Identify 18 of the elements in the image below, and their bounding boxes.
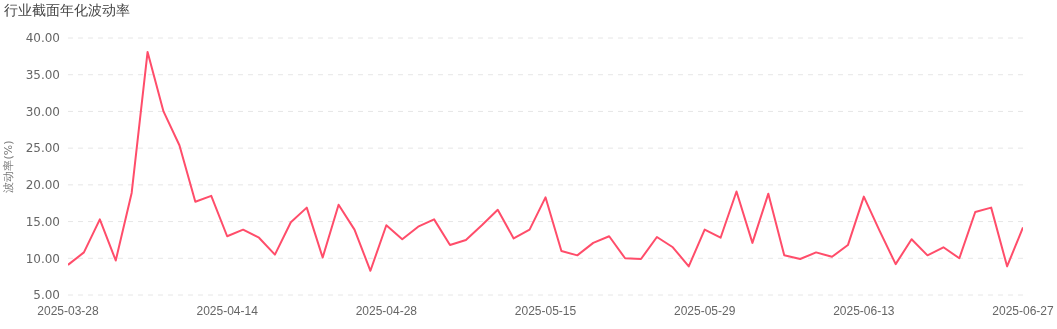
x-tick-label: 2025-05-29: [673, 304, 736, 318]
chart-title: 行业截面年化波动率: [4, 2, 130, 20]
y-tick-label: 40.00: [25, 31, 60, 46]
line-series: [68, 50, 1023, 272]
y-tick-label: 15.00: [25, 214, 60, 229]
y-axis-title: 波动率(%): [1, 140, 15, 193]
x-tick-label: 2025-04-28: [355, 304, 418, 318]
y-tick-label: 20.00: [25, 178, 60, 193]
y-tick-label: 35.00: [25, 67, 60, 82]
y-tick-label: 25.00: [25, 141, 60, 156]
y-tick-label: 30.00: [25, 104, 60, 119]
y-tick-label: 10.00: [25, 251, 60, 266]
x-tick-label: 2025-06-13: [833, 304, 895, 318]
x-tick-label: 2025-06-27: [992, 304, 1055, 318]
x-tick-label: 2025-03-28: [37, 304, 100, 318]
x-tick-label: 2025-05-15: [514, 304, 577, 318]
y-tick-label: 5.00: [33, 288, 60, 303]
x-tick-label: 2025-04-14: [196, 304, 259, 318]
